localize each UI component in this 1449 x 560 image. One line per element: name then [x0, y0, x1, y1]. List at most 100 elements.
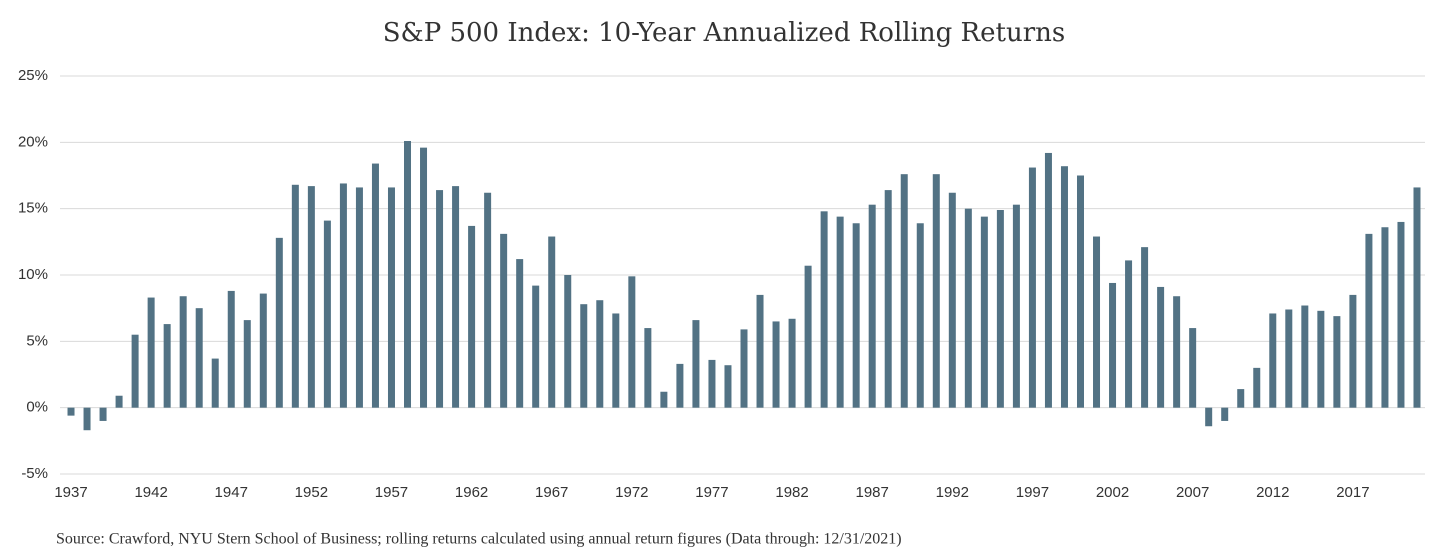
- bar: [1109, 282, 1117, 408]
- bar: [452, 186, 460, 408]
- bar: [1189, 328, 1197, 408]
- bar: [387, 187, 395, 408]
- bar: [1381, 227, 1389, 408]
- bar: [1285, 309, 1293, 408]
- bar: [1333, 316, 1341, 408]
- bar: [323, 220, 331, 408]
- bar: [660, 391, 668, 408]
- bar: [468, 225, 476, 408]
- bar: [708, 359, 716, 408]
- bar: [1317, 310, 1325, 408]
- bar: [1365, 233, 1373, 408]
- chart-title: S&P 500 Index: 10-Year Annualized Rollin…: [383, 18, 1065, 48]
- bar: [980, 216, 988, 408]
- bar: [788, 318, 796, 408]
- bar: [1253, 367, 1261, 408]
- source-note: Source: Crawford, NYU Stern School of Bu…: [56, 531, 902, 548]
- bar: [420, 147, 428, 408]
- x-tick-label: 2017: [1336, 484, 1369, 501]
- bar: [836, 216, 844, 408]
- x-tick-label: 1957: [375, 484, 408, 501]
- bar: [115, 395, 123, 408]
- x-tick-label: 1947: [215, 484, 248, 501]
- bar: [692, 320, 700, 408]
- bar: [516, 259, 524, 408]
- bar: [404, 141, 412, 408]
- bar: [227, 290, 235, 408]
- bar: [1397, 221, 1405, 408]
- y-tick-label: 10%: [18, 266, 48, 283]
- x-tick-label: 1977: [695, 484, 728, 501]
- bar: [820, 211, 828, 408]
- bar: [948, 192, 956, 408]
- bar: [1413, 187, 1421, 408]
- x-tick-label: 1982: [775, 484, 808, 501]
- bar: [1012, 204, 1020, 408]
- bar: [932, 174, 940, 408]
- bar: [1125, 260, 1133, 408]
- bar: [964, 208, 972, 408]
- bar: [804, 265, 812, 408]
- bar: [1269, 313, 1277, 408]
- bar: [532, 285, 540, 408]
- x-tick-label: 1972: [615, 484, 648, 501]
- bar: [1141, 247, 1149, 408]
- bar: [1237, 389, 1245, 408]
- bar: [580, 304, 588, 408]
- bar: [131, 334, 139, 408]
- bar: [1173, 296, 1181, 408]
- x-tick-label: 1992: [936, 484, 969, 501]
- y-tick-label: 20%: [18, 133, 48, 150]
- bar: [259, 293, 267, 408]
- bar: [628, 276, 636, 408]
- bar: [596, 300, 604, 408]
- bar: [564, 275, 572, 408]
- bar: [884, 190, 892, 408]
- bar: [83, 407, 91, 431]
- bar: [307, 186, 315, 408]
- bar: [612, 313, 620, 408]
- bar: [436, 190, 444, 408]
- y-tick-label: -5%: [21, 465, 48, 482]
- bar: [740, 329, 748, 408]
- bar: [852, 223, 860, 408]
- bar: [724, 365, 732, 408]
- x-tick-label: 1952: [295, 484, 328, 501]
- x-tick-label: 1997: [1016, 484, 1049, 501]
- bar: [500, 233, 508, 408]
- bar: [355, 187, 363, 408]
- bar: [548, 236, 556, 408]
- bar: [1349, 294, 1357, 408]
- x-tick-label: 2002: [1096, 484, 1129, 501]
- bar: [916, 223, 924, 408]
- bar: [1301, 305, 1309, 408]
- bar: [644, 328, 652, 408]
- bar: [211, 358, 219, 408]
- bar: [339, 183, 347, 408]
- bar: [195, 308, 203, 408]
- x-tick-label: 1942: [134, 484, 167, 501]
- bar: [179, 296, 187, 408]
- bar: [900, 174, 908, 408]
- bar: [243, 320, 251, 408]
- bar: [1221, 407, 1229, 421]
- bar: [275, 237, 283, 408]
- y-tick-label: 5%: [26, 332, 48, 349]
- bar: [1028, 167, 1036, 408]
- bar: [291, 184, 299, 408]
- x-tick-label: 1937: [54, 484, 87, 501]
- bar: [484, 192, 492, 408]
- y-tick-label: 25%: [18, 67, 48, 84]
- bar: [868, 204, 876, 408]
- bar: [99, 407, 107, 421]
- bar: [676, 363, 684, 408]
- x-tick-label: 1962: [455, 484, 488, 501]
- x-tick-label: 1987: [856, 484, 889, 501]
- bar: [1157, 286, 1165, 408]
- y-tick-label: 0%: [26, 399, 48, 416]
- bar: [1044, 152, 1052, 408]
- bar: [163, 324, 171, 408]
- bar: [996, 209, 1004, 408]
